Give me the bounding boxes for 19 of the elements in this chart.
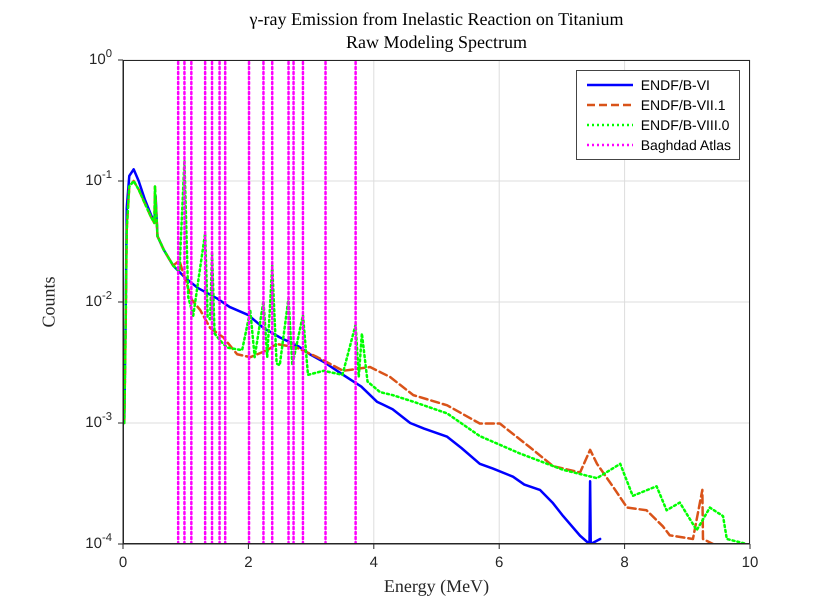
chart-title: γ-ray Emission from Inelastic Reaction on Titanium — [248, 8, 624, 31]
y-tick-label: 10$^{-4}$ — [85, 532, 112, 552]
y-tick-label: 10$^{-3}$ — [85, 410, 112, 431]
legend-label: ENDF/B-VIII.0 — [640, 116, 730, 135]
x-tick-label: 0 — [118, 554, 128, 572]
x-tick-label: 10 — [742, 554, 758, 572]
y-tick-label: 10$^{-1}$ — [85, 168, 112, 189]
x-tick-label: 8 — [620, 554, 629, 572]
legend-label: ENDF/B-VI — [640, 76, 710, 95]
y-axis-title: Counts — [38, 276, 58, 328]
y-tick-label: 10$^{0}$ — [89, 48, 112, 68]
x-tick-label: 6 — [495, 554, 504, 572]
x-tick-label: 2 — [244, 554, 253, 572]
legend-label: Baghdad Atlas — [640, 136, 731, 155]
legend-label: ENDF/B-VII.1 — [640, 96, 726, 115]
x-tick-label: 4 — [370, 554, 378, 572]
y-tick-label: 10$^{-2}$ — [85, 290, 112, 310]
chart-subtitle: Raw Modeling Spectrum — [345, 31, 528, 54]
x-axis-title: Energy (MeV) — [384, 576, 490, 596]
